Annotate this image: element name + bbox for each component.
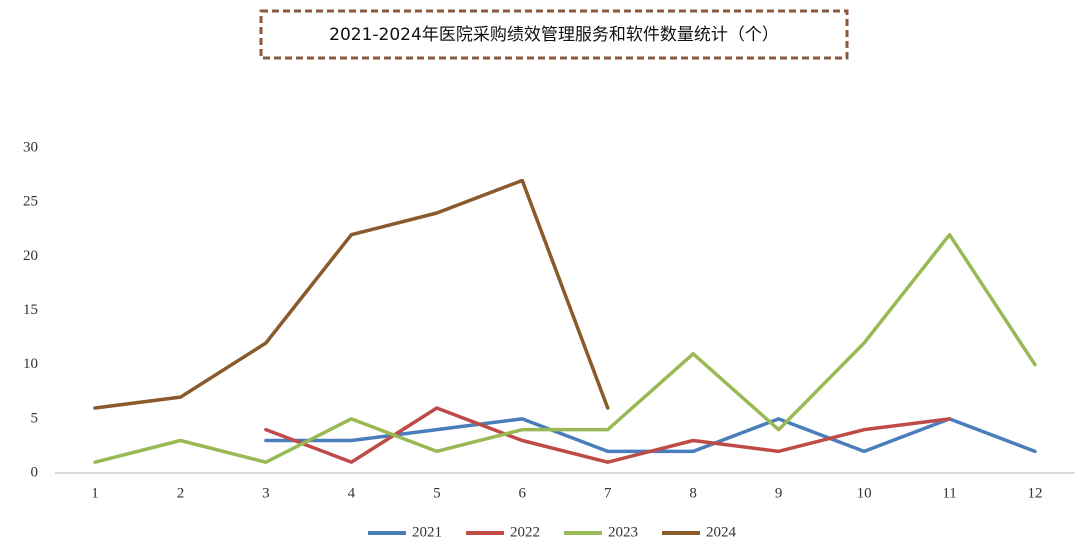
series-line xyxy=(93,232,1037,464)
y-tick-label: 30 xyxy=(23,139,38,155)
title-box xyxy=(259,9,849,60)
series-line xyxy=(93,178,610,410)
x-tick-label: 4 xyxy=(348,485,356,501)
y-tick-label: 0 xyxy=(31,464,39,480)
y-tick-label: 10 xyxy=(23,356,38,372)
legend-label: 2023 xyxy=(608,524,638,540)
y-tick-label: 25 xyxy=(23,194,38,210)
x-tick-label: 11 xyxy=(942,485,956,501)
x-tick-label: 6 xyxy=(519,485,527,501)
x-tick-label: 10 xyxy=(857,485,872,501)
x-tick-label: 5 xyxy=(433,485,441,501)
x-tick-label: 3 xyxy=(262,485,270,501)
x-tick-label: 1 xyxy=(91,485,99,501)
legend-label: 2024 xyxy=(706,524,737,540)
x-tick-label: 7 xyxy=(604,485,612,501)
y-tick-label: 20 xyxy=(23,248,38,264)
x-tick-label: 9 xyxy=(775,485,783,501)
chart-title: 2021-2024年医院采购绩效管理服务和软件数量统计（个） xyxy=(329,25,779,45)
series-line xyxy=(264,406,952,464)
x-tick-label: 2 xyxy=(177,485,185,501)
legend-label: 2022 xyxy=(510,524,540,540)
y-tick-label: 15 xyxy=(23,302,38,318)
legend-label: 2021 xyxy=(412,524,442,540)
y-tick-label: 5 xyxy=(31,410,39,426)
x-tick-label: 12 xyxy=(1028,485,1043,501)
x-tick-label: 8 xyxy=(689,485,697,501)
